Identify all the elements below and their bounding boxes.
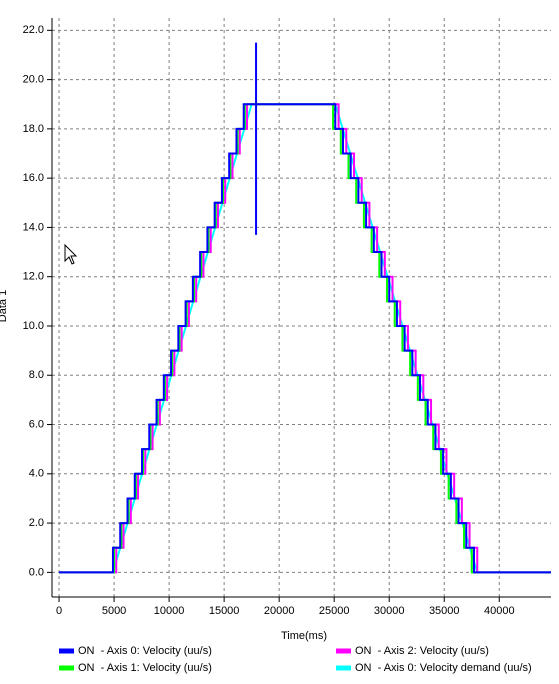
x-tick-label: 10000 <box>154 605 185 617</box>
series-line <box>59 42 551 574</box>
y-tick-label: 18.0 <box>23 123 44 135</box>
y-tick-label: 14.0 <box>23 221 44 233</box>
y-tick-label: 0.0 <box>29 566 44 578</box>
x-tick-label: 0 <box>56 605 62 617</box>
x-tick-label: 20000 <box>264 605 295 617</box>
axes: 0.0 2.0 4.0 6.0 8.0 10.0 12.0 14.0 16.0 18.0 20.0 2… <box>23 18 551 617</box>
legend: ON - Axis 0: Velocity (uu/s) ON - Axis 1:… <box>59 645 532 674</box>
y-tick-label: 10.0 <box>23 320 44 332</box>
plot-area <box>59 42 551 574</box>
x-tick-label: 40000 <box>484 605 515 617</box>
y-axis-label: Data 1 <box>0 290 9 322</box>
legend-text: ON - Axis 0: Velocity demand (uu/s) <box>355 662 532 674</box>
y-tick-label: 20.0 <box>23 74 44 86</box>
x-axis-label: Time(ms) <box>281 630 327 642</box>
x-tick-label: 5000 <box>102 605 126 617</box>
y-tick-label: 16.0 <box>23 172 44 184</box>
y-tick-label: 12.0 <box>23 271 44 283</box>
x-tick-label: 15000 <box>209 605 240 617</box>
legend-text: ON - Axis 2: Velocity (uu/s) <box>355 645 489 657</box>
y-tick-label: 4.0 <box>29 468 44 480</box>
y-tick-label: 22.0 <box>23 24 44 36</box>
y-tick-label: 8.0 <box>29 369 44 381</box>
legend-text: ON - Axis 1: Velocity (uu/s) <box>78 662 212 674</box>
y-tick-label: 6.0 <box>29 418 44 430</box>
x-tick-label: 25000 <box>319 605 350 617</box>
legend-text: ON - Axis 0: Velocity (uu/s) <box>78 645 212 657</box>
y-tick-label: 2.0 <box>29 517 44 529</box>
grid <box>52 18 551 597</box>
x-tick-label: 30000 <box>374 605 405 617</box>
mouse-cursor <box>64 243 78 265</box>
x-tick-label: 35000 <box>429 605 460 617</box>
